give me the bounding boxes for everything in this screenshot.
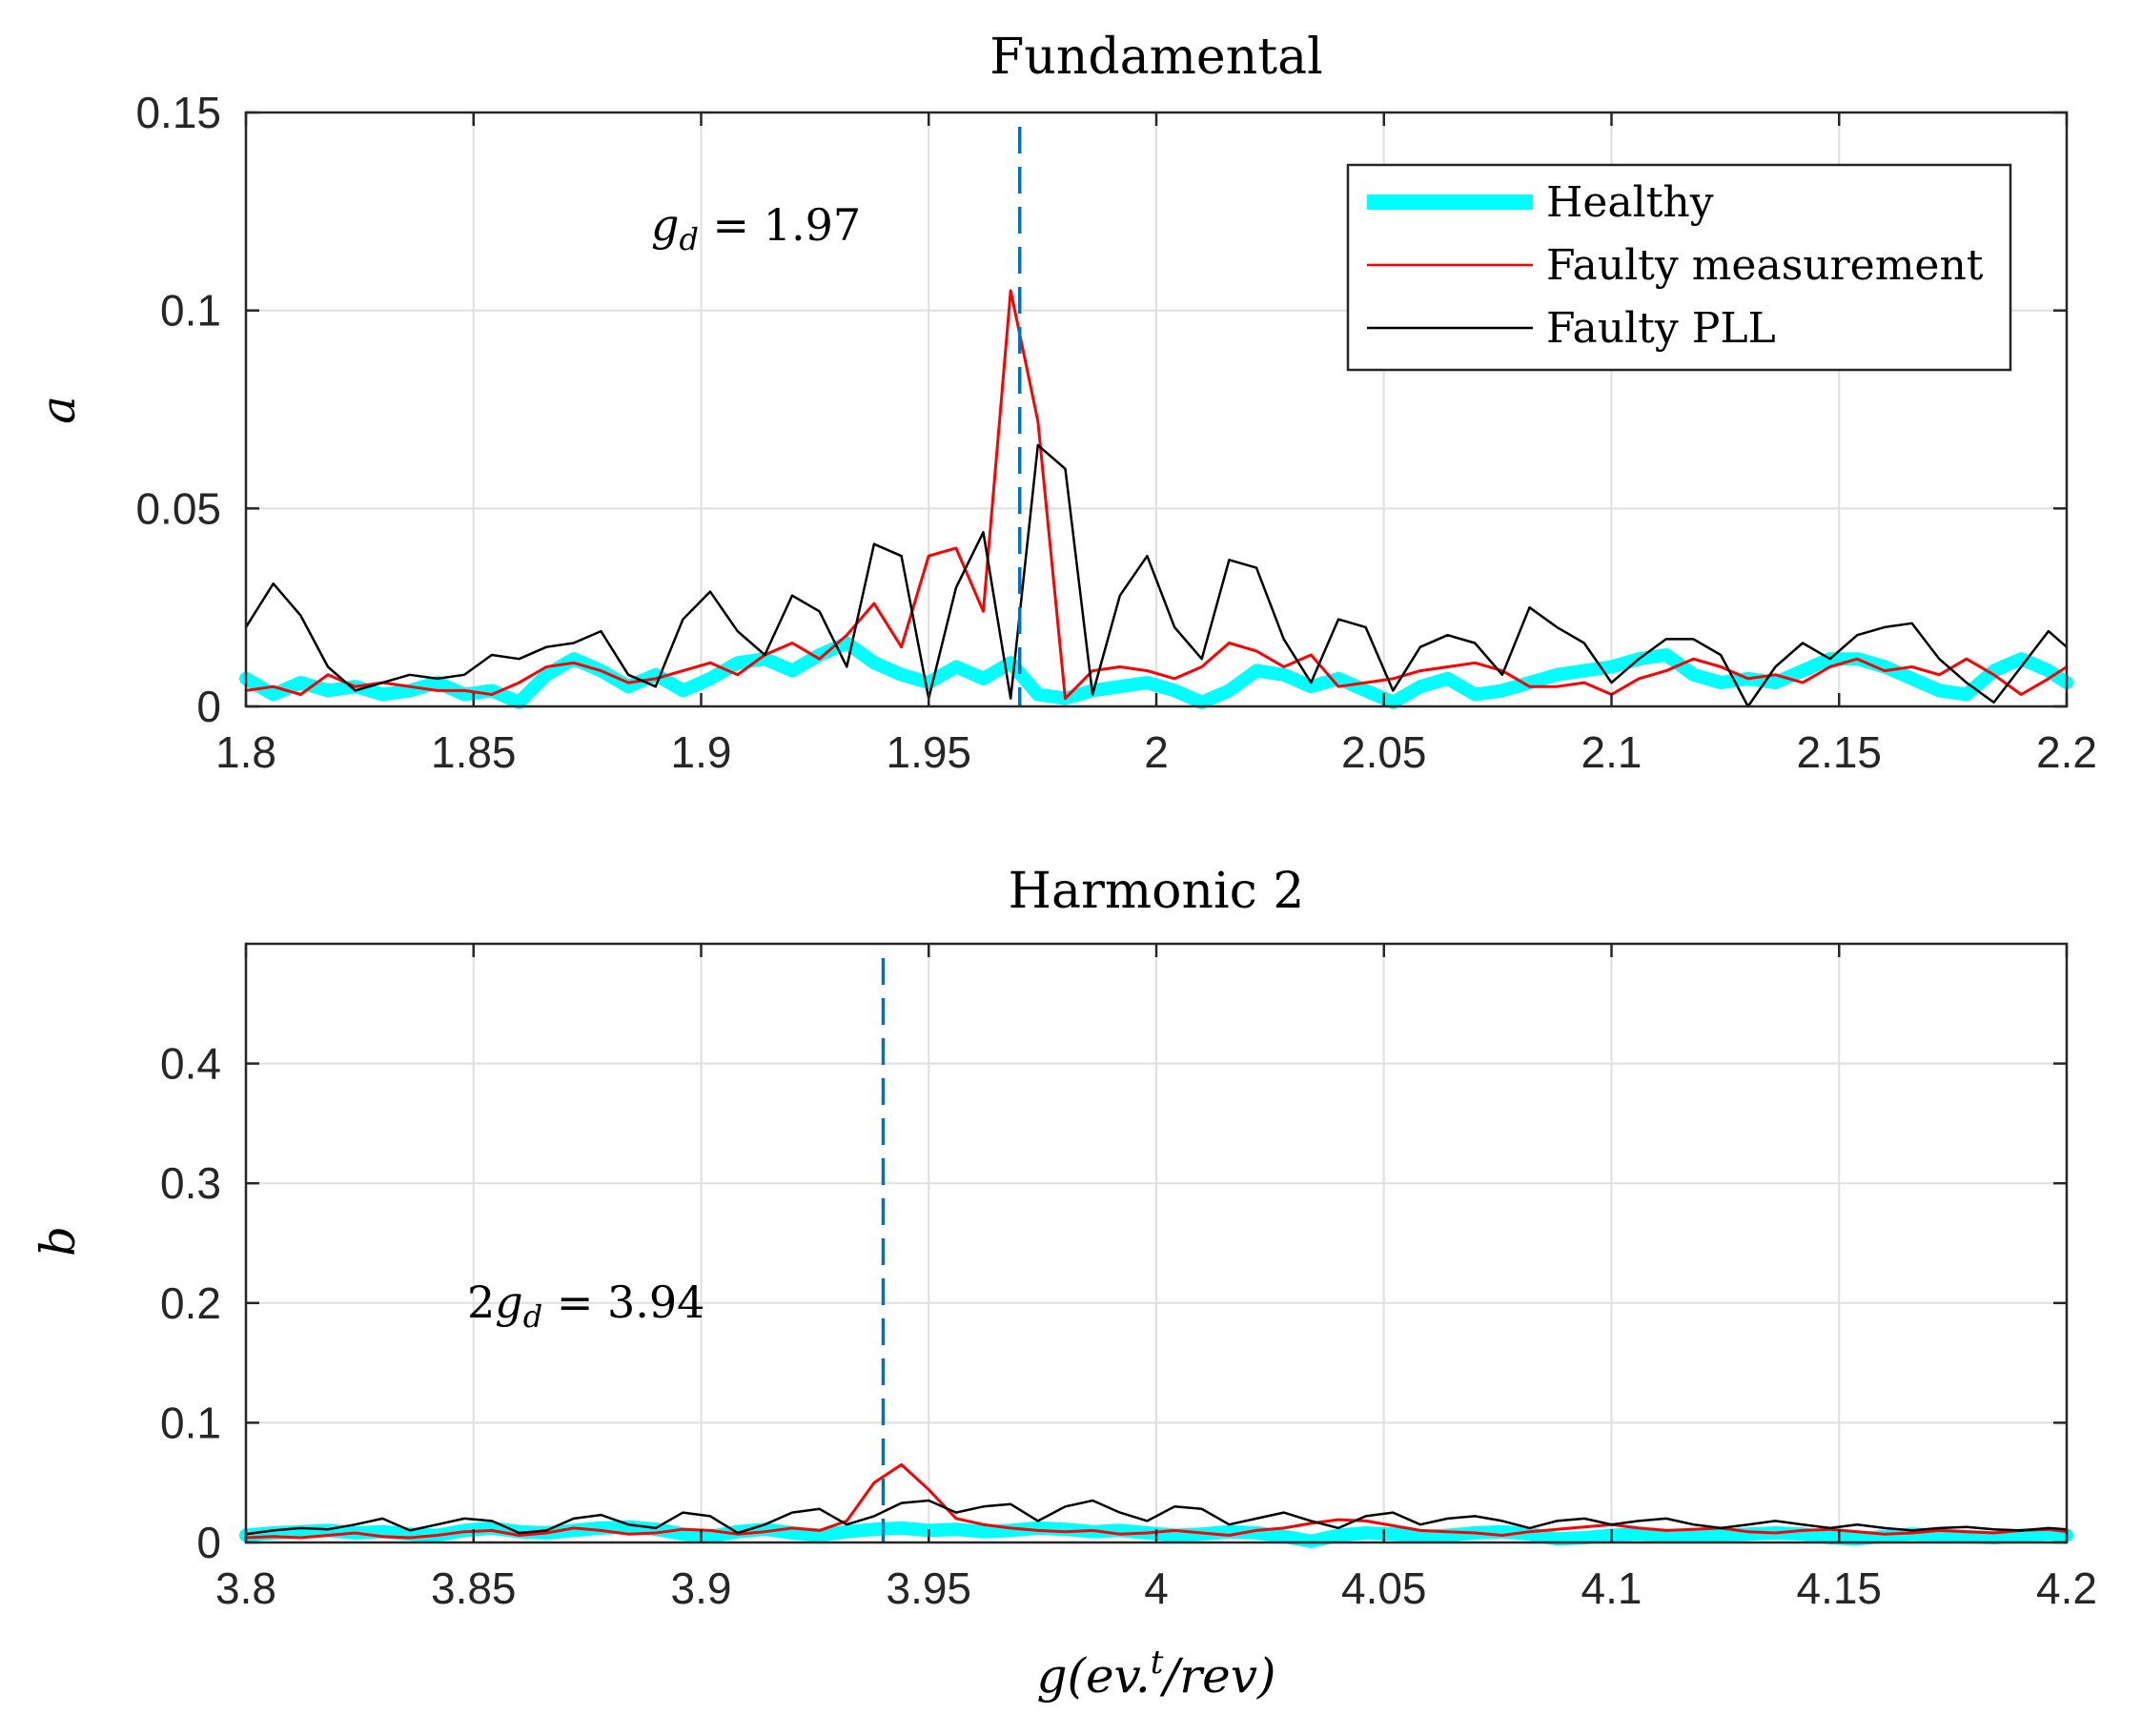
harmonic2-ytick-label: 0.1 xyxy=(160,1398,221,1447)
xlabel-main: g(ev. xyxy=(1036,1648,1150,1704)
fundamental-series xyxy=(239,289,2073,709)
xlabel-tail: /rev) xyxy=(1159,1648,1275,1704)
harmonic2-xtick-label: 3.85 xyxy=(431,1563,517,1613)
annotation-g-symbol: g xyxy=(651,199,679,251)
harmonic2-xtick-label: 4 xyxy=(1144,1563,1169,1613)
fundamental-xtick-label: 1.8 xyxy=(215,727,276,777)
annotation-d-subscript: d xyxy=(679,221,698,257)
annotation-d-subscript: d xyxy=(523,1298,542,1335)
xlabel-superscript: t xyxy=(1151,1644,1164,1682)
harmonic2-series-faulty-measurement xyxy=(244,1462,2069,1540)
harmonic2-annotation: 2gd = 3.94 xyxy=(467,1276,704,1335)
fundamental-ticks: 1.8 1.85 1.9 1.95 2 2.05 2.1 2.15 2.2 0 0.05 0.1 0.1… xyxy=(135,88,2097,777)
legend-healthy-label: Healthy xyxy=(1546,178,1714,227)
harmonic2-xtick-label: 3.9 xyxy=(671,1563,732,1613)
harmonic2-xtick-label: 3.8 xyxy=(215,1563,276,1613)
fundamental-series-healthy xyxy=(239,636,2073,709)
fundamental-ytick-label: 0.15 xyxy=(135,88,221,137)
legend-faulty-measurement-label: Faulty measurement xyxy=(1546,241,1984,290)
fundamental-xtick-label: 1.9 xyxy=(671,727,732,777)
harmonic2-xtick-label: 4.15 xyxy=(1796,1563,1882,1613)
legend-faulty-pll-label: Faulty PLL xyxy=(1546,304,1776,353)
fundamental-ylabel: a xyxy=(31,396,86,424)
fundamental-ytick-label: 0 xyxy=(196,682,221,731)
annotation-value: = 1.97 xyxy=(699,199,861,251)
fundamental-panel: 1.8 1.85 1.9 1.95 2 2.05 2.1 2.15 2.2 0 0.05 0.1 0.1… xyxy=(31,29,2097,777)
fundamental-xtick-label: 1.95 xyxy=(886,727,971,777)
fundamental-ytick-label: 0.1 xyxy=(160,286,221,336)
fundamental-annotation: gd = 1.97 xyxy=(651,199,861,257)
fundamental-xtick-label: 1.85 xyxy=(431,727,517,777)
annotation-g-symbol: g xyxy=(495,1276,522,1328)
harmonic2-xtick-label: 4.2 xyxy=(2036,1563,2097,1613)
fundamental-xtick-label: 2 xyxy=(1144,727,1169,777)
harmonic2-xtick-label: 4.1 xyxy=(1581,1563,1642,1613)
harmonic2-xtick-label: 3.95 xyxy=(886,1563,971,1613)
fundamental-xtick-label: 2.15 xyxy=(1796,727,1882,777)
fundamental-xtick-label: 2.05 xyxy=(1341,727,1427,777)
fundamental-xtick-label: 2.1 xyxy=(1581,727,1642,777)
fundamental-ytick-label: 0.05 xyxy=(135,483,221,533)
fundamental-series-faulty-pll xyxy=(244,443,2069,708)
harmonic2-panel: 3.8 3.85 3.9 3.95 4 4.05 4.1 4.15 4.2 0 0.1 0.2 0.3 0… xyxy=(31,863,2097,1704)
fundamental-xtick-label: 2.2 xyxy=(2036,727,2097,777)
harmonic2-ytick-label: 0.3 xyxy=(160,1158,221,1208)
harmonic2-ytick-label: 0 xyxy=(196,1518,221,1567)
annotation-2-prefix: 2 xyxy=(467,1276,495,1328)
legend: Healthy Faulty measurement Faulty PLL xyxy=(1346,163,2012,372)
harmonic2-ylabel: b xyxy=(31,1226,86,1256)
harmonic2-ytick-label: 0.2 xyxy=(160,1278,221,1328)
harmonic2-title: Harmonic 2 xyxy=(1009,863,1305,920)
harmonic2-ytick-label: 0.4 xyxy=(160,1039,221,1089)
harmonic2-xtick-label: 4.05 xyxy=(1341,1563,1427,1613)
harmonic2-series xyxy=(239,1462,2073,1548)
fundamental-title: Fundamental xyxy=(989,29,1322,86)
annotation-value: = 3.94 xyxy=(542,1276,704,1328)
harmonic2-xlabel: g(ev.t/rev) xyxy=(1036,1644,1275,1704)
harmonic2-series-faulty-pll xyxy=(244,1499,2069,1536)
harmonic2-ticks: 3.8 3.85 3.9 3.95 4 4.05 4.1 4.15 4.2 0 0.1 0.2 0.3 0… xyxy=(160,944,2097,1613)
